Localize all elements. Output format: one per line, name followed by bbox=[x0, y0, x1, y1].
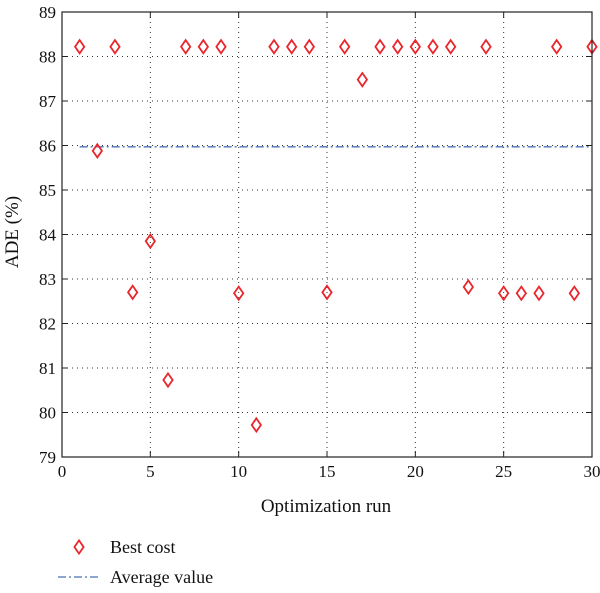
best-cost-point bbox=[497, 285, 510, 302]
best-cost-point bbox=[338, 38, 351, 55]
best-cost-point bbox=[550, 38, 563, 55]
y-tick-label: 84 bbox=[39, 226, 57, 245]
best-cost-point bbox=[268, 38, 280, 55]
best-cost-point bbox=[126, 284, 139, 301]
best-cost-point bbox=[303, 38, 316, 55]
best-cost-point bbox=[321, 284, 333, 301]
y-tick-label: 82 bbox=[39, 315, 56, 334]
best-cost-point bbox=[356, 71, 369, 88]
y-tick-label: 88 bbox=[39, 48, 56, 67]
legend-diamond-best-cost bbox=[73, 538, 85, 556]
x-tick-label: 5 bbox=[146, 462, 155, 481]
legend-marker-best-cost bbox=[73, 538, 85, 556]
best-cost-point bbox=[374, 38, 386, 55]
best-cost-point bbox=[427, 38, 439, 55]
y-tick-label: 79 bbox=[39, 448, 56, 467]
x-tick-label: 20 bbox=[407, 462, 424, 481]
x-tick-label: 10 bbox=[230, 462, 247, 481]
best-cost-point bbox=[444, 38, 457, 55]
x-tick-label: 30 bbox=[584, 462, 600, 481]
best-cost-point bbox=[462, 278, 475, 296]
grid-lines bbox=[62, 12, 592, 457]
y-tick-label: 86 bbox=[39, 137, 56, 156]
y-tick-label: 80 bbox=[39, 404, 56, 423]
best-cost-point bbox=[215, 38, 227, 55]
y-axis-label: ADE (%) bbox=[2, 196, 23, 268]
axis-ticks: 0 5 10 15 20 25 30 79 80 81 82 83 84 85 86 87 88 89 bbox=[39, 3, 600, 481]
best-cost-point bbox=[197, 38, 210, 55]
best-cost-point bbox=[91, 142, 104, 160]
x-tick-label: 25 bbox=[495, 462, 512, 481]
best-cost-point bbox=[179, 38, 192, 55]
legend-label-best-cost: Best cost bbox=[110, 537, 176, 557]
y-tick-label: 87 bbox=[39, 92, 57, 111]
x-tick-label: 0 bbox=[58, 462, 67, 481]
y-tick-label: 89 bbox=[39, 3, 56, 22]
best-cost-point bbox=[232, 285, 245, 302]
plot-series bbox=[73, 38, 598, 434]
best-cost-point bbox=[73, 38, 86, 55]
x-axis-label: Optimization run bbox=[261, 496, 392, 517]
best-cost-point bbox=[391, 38, 404, 55]
best-cost-point bbox=[109, 38, 121, 55]
best-cost-point bbox=[144, 233, 157, 250]
best-cost-point bbox=[533, 285, 545, 302]
best-cost-point bbox=[285, 38, 298, 55]
best-cost-point bbox=[250, 416, 263, 434]
legend-label-average-value: Average value bbox=[110, 567, 213, 587]
best-cost-point bbox=[515, 285, 528, 302]
best-cost-point bbox=[409, 38, 422, 55]
y-tick-label: 81 bbox=[39, 359, 56, 378]
best-cost-point bbox=[568, 285, 581, 302]
y-tick-label: 85 bbox=[39, 181, 56, 200]
x-tick-label: 15 bbox=[319, 462, 336, 481]
y-tick-label: 83 bbox=[39, 270, 56, 289]
legend: Best cost Average value bbox=[58, 537, 213, 587]
best-cost-point bbox=[162, 371, 174, 389]
best-cost-point bbox=[480, 38, 492, 55]
